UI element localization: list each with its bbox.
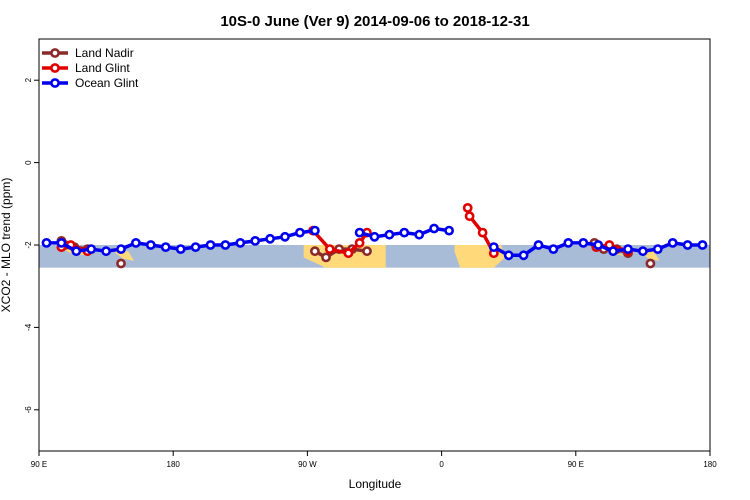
data-point xyxy=(86,244,97,254)
data-point xyxy=(71,246,82,257)
x-tick-label: 90 W xyxy=(298,460,317,469)
data-point xyxy=(294,227,305,238)
legend-label: Ocean Glint xyxy=(75,76,139,90)
legend-swatch-marker xyxy=(50,63,60,73)
x-axis-label: Longitude xyxy=(349,477,402,491)
data-point xyxy=(324,244,335,254)
series-ocean-glint xyxy=(41,223,708,261)
data-point xyxy=(477,227,488,238)
data-point xyxy=(608,246,618,257)
data-point xyxy=(518,250,529,261)
data-point xyxy=(309,225,320,236)
data-point xyxy=(464,211,475,222)
legend-swatch-marker xyxy=(50,78,60,88)
data-point xyxy=(652,244,663,254)
data-point xyxy=(190,242,201,252)
y-tick-label: -6 xyxy=(24,406,33,414)
data-point xyxy=(175,244,186,254)
data-point xyxy=(578,237,589,248)
y-tick-label: -4 xyxy=(24,323,33,331)
data-point xyxy=(623,244,633,254)
legend-item: Land Nadir xyxy=(42,46,134,60)
data-point xyxy=(130,237,141,248)
chart-title: 10S-0 June (Ver 9) 2014-09-06 to 2018-12… xyxy=(220,13,529,30)
data-point xyxy=(444,225,454,236)
data-point xyxy=(503,250,514,261)
legend-swatch-marker xyxy=(50,48,60,58)
data-point xyxy=(548,244,559,254)
x-tick-label: 90 E xyxy=(568,460,584,469)
data-point xyxy=(488,242,499,252)
data-point xyxy=(429,223,439,234)
data-point xyxy=(369,231,380,242)
legend-label: Land Glint xyxy=(75,61,130,75)
x-tick-label: 90 E xyxy=(31,460,47,469)
data-point xyxy=(309,246,320,257)
y-axis: 2 0 -2 -4 -6 xyxy=(24,77,39,413)
data-point xyxy=(41,237,52,248)
data-point xyxy=(265,233,275,244)
data-point xyxy=(645,258,656,269)
data-point xyxy=(101,246,111,257)
data-point xyxy=(354,237,365,248)
data-point xyxy=(56,237,67,248)
data-point xyxy=(462,202,473,213)
data-point xyxy=(343,248,354,259)
y-tick-label: 0 xyxy=(24,160,33,165)
data-point xyxy=(384,229,395,240)
data-point xyxy=(533,240,544,250)
legend-label: Land Nadir xyxy=(75,46,134,60)
data-point xyxy=(280,231,290,242)
data-point xyxy=(667,237,678,248)
x-tick-label: 180 xyxy=(167,460,181,469)
y-axis-label: XCO2 - MLO trend (ppm) xyxy=(0,178,13,313)
x-tick-label: 180 xyxy=(703,460,717,469)
data-point xyxy=(362,246,372,257)
y-tick-label: 2 xyxy=(24,77,33,82)
data-point xyxy=(563,237,574,248)
data-point xyxy=(399,227,410,238)
data-point xyxy=(220,240,231,250)
series-layer xyxy=(41,202,708,269)
data-point xyxy=(160,242,171,252)
data-point xyxy=(593,240,604,250)
legend-item: Ocean Glint xyxy=(42,76,139,90)
data-point xyxy=(414,229,425,240)
data-point xyxy=(321,252,331,263)
data-point xyxy=(682,240,693,250)
x-tick-label: 0 xyxy=(439,460,444,469)
data-point xyxy=(235,237,246,248)
legend-item: Land Glint xyxy=(42,61,130,75)
data-point xyxy=(354,227,365,238)
y-tick-label: -2 xyxy=(24,241,33,249)
data-point xyxy=(697,240,708,250)
data-point xyxy=(638,246,648,257)
data-point xyxy=(116,244,126,254)
data-point xyxy=(116,258,126,269)
x-axis: 90 E 180 90 W 0 90 E 180 xyxy=(31,451,717,469)
data-point xyxy=(250,235,261,246)
data-point xyxy=(145,240,156,250)
data-point xyxy=(205,240,216,250)
